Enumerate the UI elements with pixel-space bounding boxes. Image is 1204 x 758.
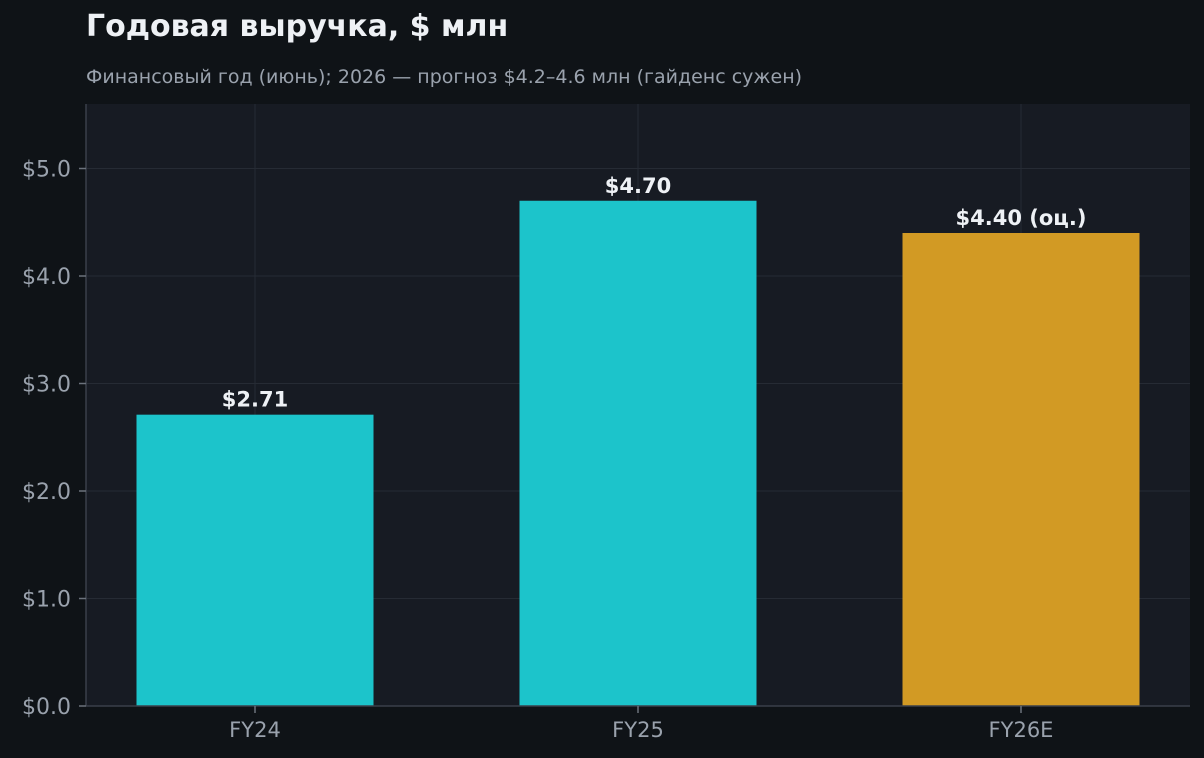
y-tick-label: $3.0: [22, 373, 71, 398]
chart-title: Годовая выручка, $ млн: [86, 9, 509, 44]
value-label: $4.40 (оц.): [956, 206, 1087, 230]
chart-subtitle: Финансовый год (июнь); 2026 — прогноз $4…: [86, 66, 803, 88]
y-tick-label: $1.0: [22, 588, 71, 613]
value-label: $2.71: [222, 388, 288, 412]
value-labels: $2.71 $4.70 $4.40 (оц.): [222, 174, 1087, 412]
y-axis-ticks: $0.0 $1.0 $2.0 $3.0 $4.0 $5.0: [22, 158, 86, 720]
value-label: $4.70: [605, 174, 671, 198]
x-tick-label: FY24: [229, 718, 281, 742]
x-tick-label: FY26E: [989, 718, 1054, 742]
y-tick-label: $0.0: [22, 695, 71, 720]
bar-fy24: [136, 414, 374, 706]
bar-fy26e: [902, 233, 1140, 706]
bars: [136, 200, 1140, 706]
y-tick-label: $2.0: [22, 480, 71, 505]
y-tick-label: $4.0: [22, 265, 71, 290]
y-tick-label: $5.0: [22, 158, 71, 183]
bar-fy25: [519, 200, 757, 706]
x-tick-label: FY25: [612, 718, 664, 742]
x-axis-ticks: FY24 FY25 FY26E: [229, 706, 1053, 742]
